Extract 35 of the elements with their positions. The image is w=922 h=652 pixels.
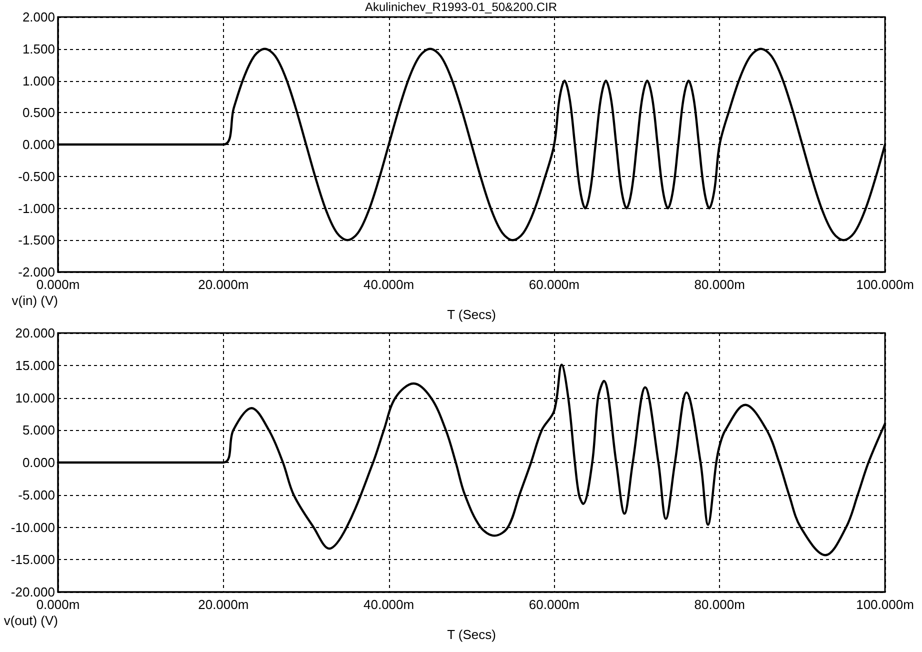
y-tick-label: 1.000	[22, 73, 55, 88]
y-tick-label: -15.000	[10, 552, 55, 568]
x-tick-label: 40.000m	[364, 277, 414, 292]
x-tick-label: 40.000m	[364, 597, 414, 612]
y-tick-label: -1.000	[18, 200, 55, 216]
x-tick-label: 0.000m	[36, 277, 80, 292]
x-tick-label: 80.000m	[694, 277, 745, 292]
y-tick-label: 0.500	[22, 105, 55, 120]
x-tick-label: 60.000m	[528, 597, 580, 612]
x-tick-label: 100.000m	[856, 597, 914, 612]
x-axis-title: T (Secs)	[447, 627, 496, 642]
y-tick-label: -2.000	[18, 264, 55, 280]
y-tick-label: 15.000	[15, 358, 55, 373]
y-tick-label: -5.000	[18, 487, 55, 502]
x-tick-label: 20.000m	[198, 277, 249, 292]
x-tick-label: 0.000m	[36, 597, 80, 612]
y-tick-label: -0.500	[18, 168, 55, 184]
x-tick-label: 60.000m	[528, 277, 580, 292]
y-tick-label: -20.000	[10, 584, 55, 600]
y-tick-label: 2.000	[22, 10, 55, 24]
y-tick-label: 0.000	[22, 137, 55, 152]
y-tick-label: 20.000	[15, 326, 55, 340]
y-tick-label: 10.000	[15, 390, 55, 406]
y-axis-title: v(out) (V)	[4, 613, 58, 628]
x-tick-label: 100.000m	[856, 277, 914, 292]
y-axis-title: v(in) (V)	[12, 293, 58, 308]
x-tick-label: 20.000m	[198, 597, 249, 612]
y-tick-label: 1.500	[22, 41, 55, 56]
x-tick-label: 80.000m	[694, 597, 745, 612]
y-tick-label: -10.000	[10, 520, 55, 535]
y-tick-label: 0.000	[22, 455, 55, 470]
x-axis-title: T (Secs)	[447, 307, 496, 322]
chart-title: Akulinichev_R1993-01_50&200.CIR	[364, 0, 558, 14]
y-tick-label: 5.000	[22, 422, 55, 438]
y-tick-label: -1.500	[18, 232, 55, 248]
